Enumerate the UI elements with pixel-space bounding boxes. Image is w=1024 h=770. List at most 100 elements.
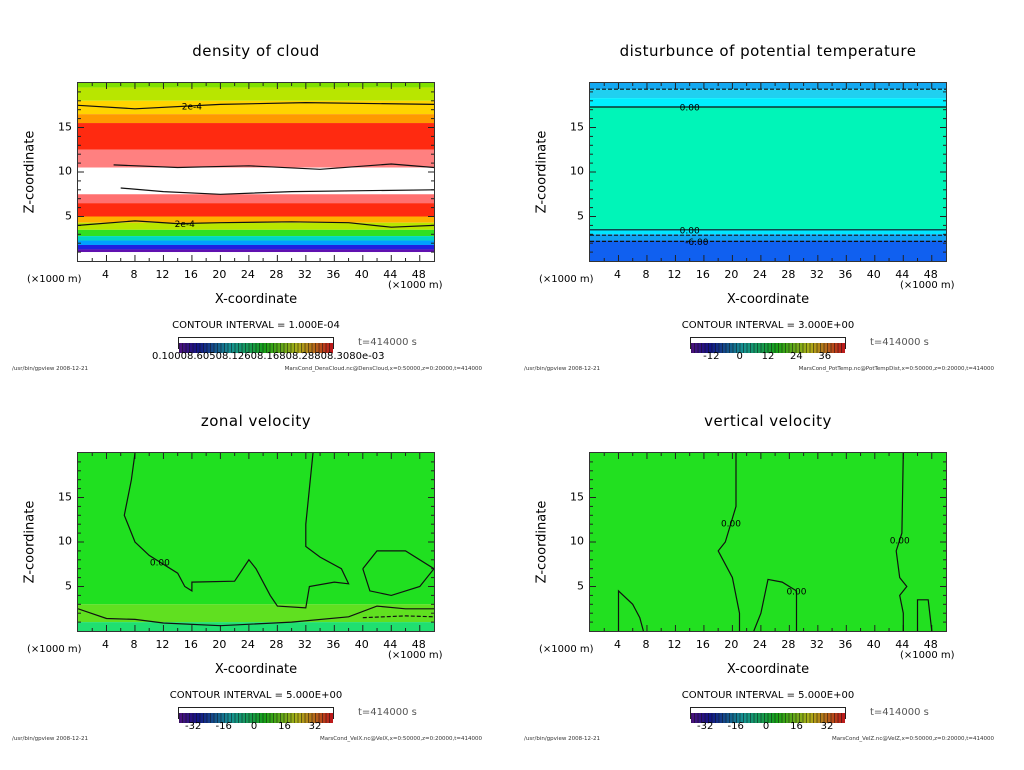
colorbar-swatch [277,343,281,353]
colorbar-tick-label: -32 [697,721,714,732]
colorbar-swatch [796,713,800,723]
color-band [78,114,434,124]
colorbar-swatch [764,343,769,353]
x-tick-label: 16 [183,638,198,651]
colorbar-swatch [750,713,755,723]
colorbar-swatch [326,713,330,723]
chart-title: zonal velocity [200,412,312,430]
colorbar-swatch [228,713,232,723]
colorbar-swatch [186,713,190,723]
colorbar-swatch [726,343,730,353]
colorbar-swatch [270,713,274,723]
colorbar-swatch [193,343,197,353]
colorbar-swatch [273,713,278,723]
colorbar-swatch [810,713,814,723]
plot-area: 2e-4 2e-4 [77,82,435,262]
colorbar-swatch [210,343,215,353]
colorbar-swatch [298,343,302,353]
colorbar-swatch [705,343,709,353]
y-tick-label: 15 [570,490,584,503]
colorbar-swatch [238,713,243,723]
colorbar-swatch [778,713,783,723]
colorbar-swatch [294,713,299,723]
color-band [78,83,434,88]
y-unit-label: (×1000 m) [539,644,594,655]
x-axis-label: X-coordinate [726,292,810,307]
colorbar-swatch [806,343,811,353]
y-tick-label: 5 [65,209,72,222]
colorbar-swatch [315,713,320,723]
color-band [590,83,946,90]
colorbar-swatch [820,343,825,353]
x-tick-label: 40 [866,638,881,651]
x-unit-label: (×1000 m) [900,280,955,291]
colorbar-swatch [231,343,236,353]
colorbar-swatch [179,343,183,353]
colorbar-swatch [315,343,320,353]
colorbar-swatch [817,713,821,723]
colorbar-swatch [827,713,832,723]
colorbar-swatch [242,713,246,723]
colorbar-swatch [200,713,204,723]
y-tick-label: 15 [570,120,584,133]
footer-program: /usr/bin/gpview 2008-12-21 [12,366,89,372]
colorbar-swatch [252,713,257,723]
colorbar-swatch [747,713,751,723]
x-tick-label: 4 [613,638,621,651]
colorbar-swatch [796,343,800,353]
colorbar-swatch [301,713,306,723]
colorbar-swatch [270,343,274,353]
y-unit-label: (×1000 m) [539,274,594,285]
colorbar-swatch [217,713,222,723]
y-tick-label: 15 [58,490,72,503]
colorbar-swatch [242,343,246,353]
colorbar-swatch [235,343,239,353]
x-tick-label: 20 [212,638,227,651]
colorbar-swatch [785,343,790,353]
colorbar-swatch [722,343,727,353]
colorbar-swatch [747,343,751,353]
colorbar-swatch [775,343,779,353]
colorbar-swatch [782,343,786,353]
contour-line [78,605,434,627]
colorbar-swatch [831,713,835,723]
color-band [78,453,434,605]
colorbar-swatch [207,343,211,353]
time-label: t=414000 s [870,337,929,348]
x-tick-label: 32 [809,268,824,281]
colorbar-swatch [329,713,334,723]
x-tick-label: 4 [613,268,621,281]
colorbar-swatch [224,343,229,353]
colorbar-swatch [712,713,716,723]
contour-line [113,163,434,170]
colorbar-swatch [284,343,288,353]
contour-interval: CONTOUR INTERVAL = 3.000E+00 [681,320,855,331]
x-tick-label: 36 [838,638,853,651]
y-axis-label: Z-coordinate [534,130,550,214]
contour-line [120,187,434,195]
x-tick-label: 8 [130,268,138,281]
colorbar-swatch [189,343,194,353]
colorbar-swatch [214,343,218,353]
x-tick-label: 8 [130,638,138,651]
colorbar-tick-label: 0 [736,351,743,362]
color-band [590,234,946,241]
x-tick-label: 16 [695,268,710,281]
colorbar-swatch [771,343,776,353]
colorbar-swatch [221,713,225,723]
colorbar-tick-labels: 0.10008.60508.12608.16808.28808.3080e-03 [152,351,385,362]
time-label: t=414000 s [358,707,417,718]
colorbar-swatch [214,713,218,723]
color-band [590,89,946,99]
contour-line [916,599,933,631]
x-tick-label: 12 [155,638,170,651]
x-tick-label: 20 [724,268,739,281]
colorbar-swatch [838,343,842,353]
colorbar-swatch [308,713,313,723]
colorbar-swatch [841,713,846,723]
x-tick-label: 44 [383,268,398,281]
colorbar-tick-label: 0 [762,721,770,732]
colorbar-swatch [764,713,769,723]
colorbar-swatch [231,713,236,723]
colorbar-swatch [305,713,309,723]
